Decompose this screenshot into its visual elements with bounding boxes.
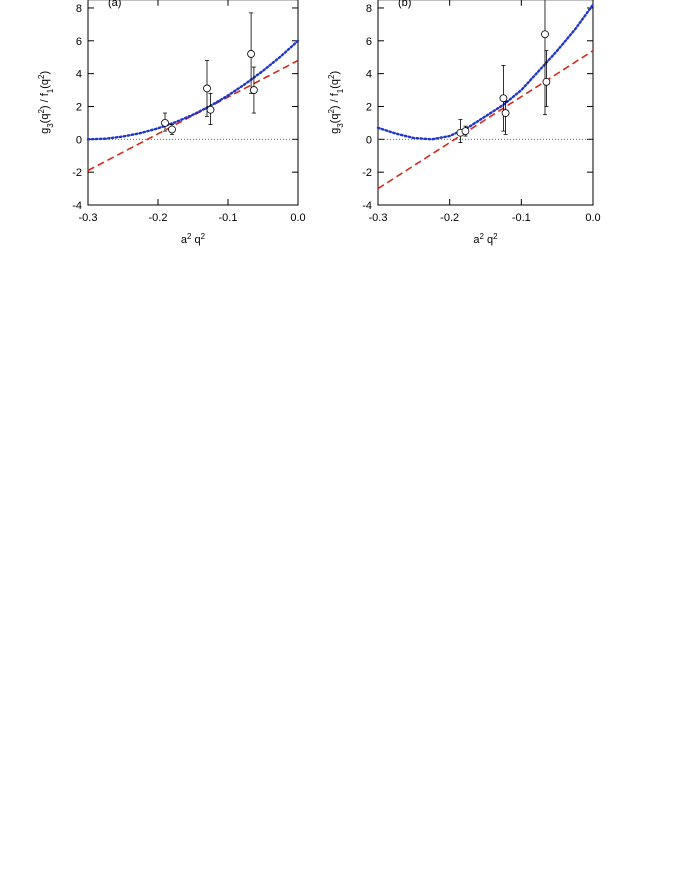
- data-point: [461, 127, 470, 136]
- data-point: [542, 77, 551, 86]
- data-point: [247, 50, 256, 58]
- data-point: [168, 125, 176, 134]
- axis-label-part: 2: [327, 109, 336, 114]
- axis-label-part: ): [329, 71, 341, 75]
- axis-label-part: 1: [336, 88, 345, 93]
- axis-label-part: ): [39, 71, 51, 75]
- y-tick-label: 2: [366, 101, 372, 113]
- data-point: [501, 109, 510, 117]
- data-point: [161, 119, 169, 127]
- x-tick-label: -0.3: [79, 212, 98, 224]
- axis-label-part: ) / f: [39, 92, 51, 109]
- axis-label-part: 2: [201, 232, 206, 241]
- axis-label-part: ) / f: [329, 92, 341, 109]
- fit-line: [86, 39, 300, 141]
- y-tick-label: 8: [76, 3, 82, 15]
- axis-label-part: a: [181, 234, 188, 246]
- y-tick-label: 6: [76, 36, 82, 48]
- x-tick-label: 0.0: [290, 212, 305, 224]
- x-tick-label: -0.1: [219, 212, 238, 224]
- y-tick-label: 4: [76, 69, 82, 81]
- y-tick-label: -2: [72, 167, 82, 179]
- axis-label-part: 3: [336, 123, 345, 128]
- y-tick-label: 2: [76, 101, 82, 113]
- axis-label-part: 2: [37, 74, 46, 79]
- y-tick-label: -4: [72, 200, 82, 212]
- axis-label-part: 1: [46, 88, 55, 93]
- axis-label: a2 q2: [181, 232, 206, 247]
- axis-label-part: (q: [39, 79, 51, 89]
- y-tick-label: 8: [366, 3, 372, 15]
- axis-label-part: (q: [329, 114, 341, 124]
- x-tick-label: -0.3: [369, 212, 388, 224]
- x-tick-label: 0.0: [585, 212, 600, 224]
- axis-label-part: 3: [46, 123, 55, 128]
- y-tick-label: 0: [76, 134, 82, 146]
- x-tick-label: -0.2: [149, 212, 168, 224]
- fit-line: [87, 59, 299, 172]
- y-tick-label: -4: [362, 200, 372, 212]
- axis-label-part: 2: [493, 232, 498, 241]
- x-tick-label: -0.2: [440, 212, 459, 224]
- axis-label: g3(q2) / f1(q2): [37, 71, 55, 134]
- axis-label: a2 q2: [473, 232, 498, 247]
- axis-label-part: (q: [329, 79, 341, 89]
- panel-label: (a): [108, 0, 121, 9]
- axis-label: g3(q2) / f1(q2): [327, 71, 345, 134]
- y-tick-label: 4: [366, 69, 372, 81]
- data-point: [541, 30, 549, 39]
- data-point: [206, 105, 215, 114]
- plot-frame: [377, 0, 594, 206]
- axis-label-part: 2: [37, 109, 46, 114]
- x-tick-label: -0.1: [512, 212, 531, 224]
- y-tick-label: 6: [366, 36, 372, 48]
- y-tick-label: 0: [366, 134, 372, 146]
- axis-label-part: 2: [327, 74, 336, 79]
- axis-label-part: 2: [187, 232, 192, 241]
- axis-label-part: g: [39, 128, 51, 134]
- fit-line: [376, 3, 595, 141]
- plot-frame: [87, 0, 299, 206]
- axis-label-part: 2: [480, 232, 485, 241]
- data-point: [499, 94, 508, 103]
- axis-label-part: q: [191, 234, 200, 246]
- fit-line: [377, 50, 594, 190]
- panel-label: (b): [398, 0, 411, 9]
- axis-label-part: a: [473, 234, 480, 246]
- data-point: [249, 86, 258, 94]
- y-tick-label: -2: [362, 167, 372, 179]
- axis-label-part: g: [329, 128, 341, 134]
- axis-label-part: (q: [39, 114, 51, 124]
- data-point: [203, 84, 211, 93]
- axis-label-part: q: [484, 234, 493, 246]
